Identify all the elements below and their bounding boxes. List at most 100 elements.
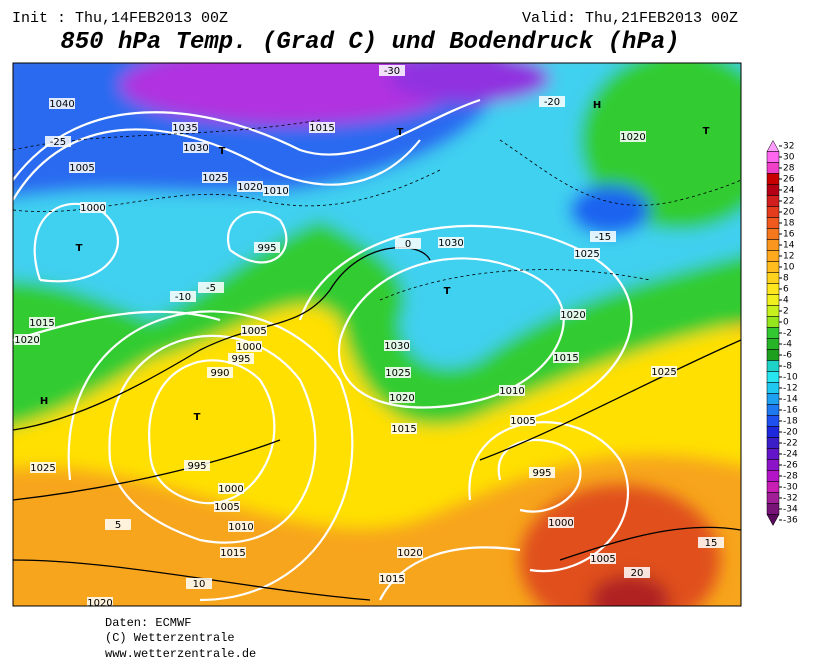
colorbar-label: 28 <box>783 164 795 174</box>
label-box <box>207 367 233 378</box>
contour-label: -5 <box>206 283 216 294</box>
contour-label: 1030 <box>183 143 208 154</box>
colorbar-cell <box>766 217 780 229</box>
label-box <box>553 352 579 363</box>
label-box <box>184 460 210 471</box>
contour-label: 1010 <box>228 522 253 533</box>
label-box <box>87 597 113 606</box>
contour-label: 995 <box>532 468 551 479</box>
colorbar-cell <box>766 162 780 174</box>
contour-label: 1040 <box>49 99 74 110</box>
label-box <box>590 553 616 564</box>
contour-label: 1005 <box>510 416 535 427</box>
label-box <box>105 519 131 530</box>
colorbar-label: -34 <box>783 505 798 515</box>
label-box <box>397 547 423 558</box>
colorbar-cell <box>766 294 780 306</box>
contour-label: 1000 <box>548 518 573 529</box>
colorbar-label: -32 <box>783 494 798 504</box>
contour-label: 1015 <box>309 123 334 134</box>
colorbar-cell <box>766 139 780 152</box>
label-box <box>529 467 555 478</box>
contour-label: 1010 <box>263 186 288 197</box>
colorbar-cell <box>766 360 780 372</box>
colorbar-cell <box>766 173 780 185</box>
colorbar-label: 10 <box>783 263 795 273</box>
pressure-center: T <box>397 127 404 138</box>
label-box <box>395 238 421 249</box>
colorbar-cell <box>766 415 780 427</box>
colorbar-label: -18 <box>783 417 798 427</box>
footer-source: Daten: ECMWF <box>105 616 191 630</box>
contour-label: 1025 <box>30 463 55 474</box>
label-box <box>263 185 289 196</box>
contour-label: 1030 <box>438 238 463 249</box>
map-title: 850 hPa Temp. (Grad C) und Bodendruck (h… <box>60 29 679 56</box>
colorbar-label: 16 <box>783 230 795 240</box>
label-box <box>214 501 240 512</box>
contour-label: 5 <box>115 520 121 531</box>
contour-label: 1020 <box>14 335 39 346</box>
contour-label: 1005 <box>69 163 94 174</box>
colorbar-cell <box>766 206 780 218</box>
colorbar-label: 26 <box>783 175 795 185</box>
colorbar-label: -16 <box>783 406 798 416</box>
colorbar-label: -8 <box>783 362 792 372</box>
contour-label: 1000 <box>218 484 243 495</box>
label-box <box>499 385 525 396</box>
label-box <box>80 202 106 213</box>
colorbar-cell <box>766 261 780 273</box>
label-box <box>228 353 254 364</box>
contour-label: 1015 <box>553 353 578 364</box>
contour-label: 1000 <box>80 203 105 214</box>
contour-label: 1035 <box>172 123 197 134</box>
contour-label: 995 <box>231 354 250 365</box>
colorbar-label: -30 <box>783 483 798 493</box>
pressure-center: H <box>40 396 48 407</box>
colorbar-label: 22 <box>783 197 794 207</box>
contour-label: 10 <box>193 579 206 590</box>
footer-copyright: (C) Wetterzentrale <box>105 631 235 645</box>
contour-label: 1010 <box>499 386 524 397</box>
label-box <box>254 242 280 253</box>
colorbar-label: -36 <box>783 516 798 526</box>
colorbar-label: 18 <box>783 219 795 229</box>
colorbar-cell <box>766 371 780 383</box>
colorbar-cell <box>766 283 780 295</box>
map-frame <box>12 62 742 607</box>
contour-label: 15 <box>705 538 718 549</box>
colorbar-label: -28 <box>783 472 798 482</box>
contour-label: 990 <box>210 368 229 379</box>
colorbar-cell <box>766 437 780 449</box>
colorbar-cell <box>766 448 780 460</box>
colorbar-label: 12 <box>783 252 794 262</box>
contour-label: 1020 <box>560 310 585 321</box>
label-box <box>69 162 95 173</box>
colorbar-cell <box>766 349 780 361</box>
contour-label: -20 <box>544 97 560 108</box>
label-box <box>186 578 212 589</box>
label-box <box>510 415 536 426</box>
pressure-center: T <box>194 412 201 423</box>
colorbar-cell <box>766 272 780 284</box>
colorbar-label: -10 <box>783 373 798 383</box>
colorbar-label: 30 <box>783 153 795 163</box>
colorbar-cell <box>766 459 780 471</box>
init-time: Init : Thu,14FEB2013 00Z <box>12 10 228 27</box>
label-box <box>651 366 677 377</box>
label-box <box>236 341 262 352</box>
label-box <box>698 537 724 548</box>
contour-label: 1015 <box>220 548 245 559</box>
contour-label: 1005 <box>214 502 239 513</box>
label-box <box>391 423 417 434</box>
contour-label: 995 <box>187 461 206 472</box>
label-box <box>49 98 75 109</box>
colorbar-label: -4 <box>783 340 792 350</box>
label-box <box>539 96 565 107</box>
colorbar-cell <box>766 195 780 207</box>
contour-label: 1025 <box>574 249 599 260</box>
colorbar-cell <box>766 239 780 251</box>
label-box <box>198 282 224 293</box>
label-box <box>438 237 464 248</box>
